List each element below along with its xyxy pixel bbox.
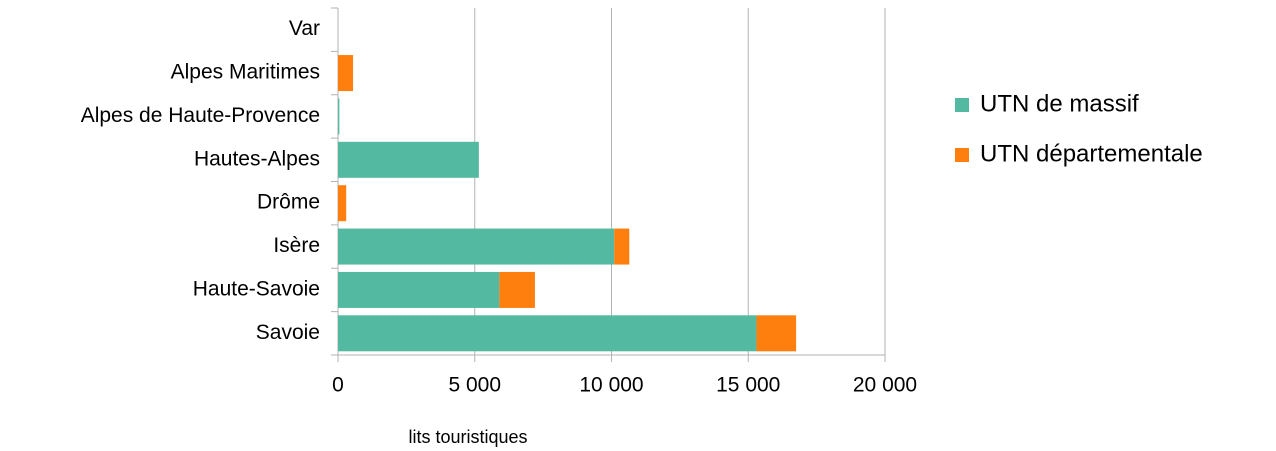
y-tick-label: Isère — [273, 234, 320, 257]
legend-label: UTN départementale — [980, 140, 1203, 167]
x-tick-label: 15 000 — [716, 374, 780, 397]
bar-segment — [338, 228, 615, 265]
bar-segment — [338, 271, 500, 308]
bar-segment — [338, 315, 757, 352]
x-tick-label: 5 000 — [448, 374, 501, 397]
x-axis-title: lits touristiques — [408, 427, 527, 447]
bar-segment — [338, 141, 479, 178]
bar-segment — [499, 271, 535, 308]
y-tick-label: Savoie — [256, 321, 320, 344]
bar-segment — [756, 315, 797, 352]
y-tick-label: Drôme — [257, 191, 320, 214]
bar-segment — [338, 185, 347, 222]
y-tick-label: Var — [289, 17, 320, 40]
bar-segment — [338, 98, 340, 135]
legend-label: UTN de massif — [980, 90, 1139, 117]
y-tick-label: Alpes Maritimes — [171, 61, 320, 84]
y-tick-label: Haute-Savoie — [193, 277, 320, 300]
legend-swatch — [955, 148, 969, 162]
bar-segment — [338, 55, 354, 92]
x-tick-label: 20 000 — [853, 374, 917, 397]
y-tick-label: Hautes-Alpes — [194, 147, 320, 170]
x-tick-label: 10 000 — [579, 374, 643, 397]
legend-swatch — [955, 98, 969, 112]
x-tick-label: 0 — [332, 374, 344, 397]
y-tick-label: Alpes de Haute-Provence — [81, 104, 320, 127]
bar-segment — [614, 228, 630, 265]
